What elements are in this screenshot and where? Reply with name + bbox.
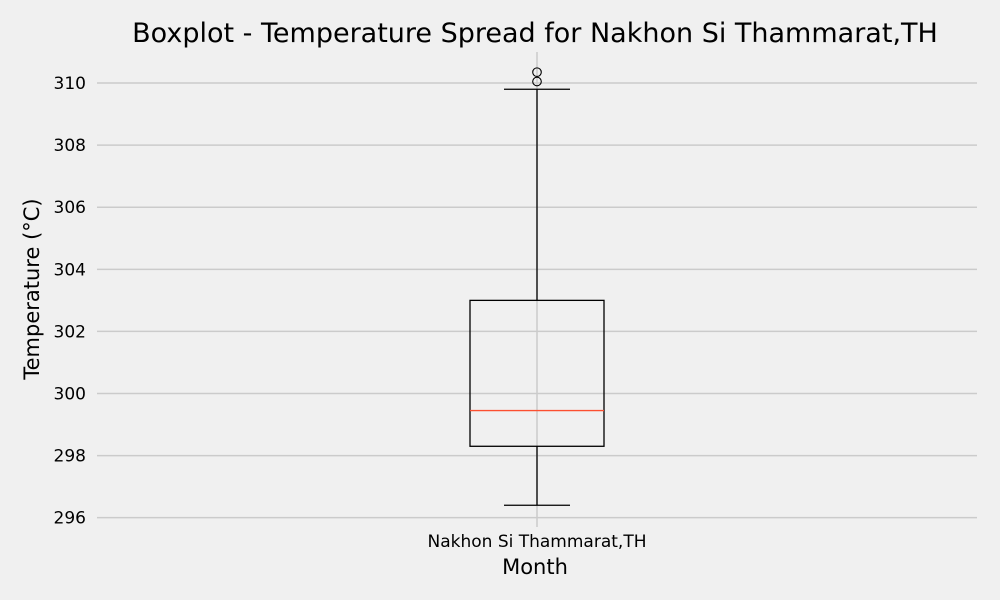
box-series xyxy=(469,67,605,506)
iqr-box xyxy=(469,299,605,447)
y-tick-label: 298 xyxy=(54,447,86,467)
y-axis-label: Temperature (°C) xyxy=(20,198,44,380)
y-tick-label: 304 xyxy=(54,260,86,280)
x-axis-label: Month xyxy=(502,555,568,579)
y-tick-label: 308 xyxy=(54,136,86,156)
outlier-point xyxy=(532,67,542,78)
y-tick-label: 300 xyxy=(54,385,86,405)
x-tick-label: Nakhon Si Thammarat,TH xyxy=(427,532,646,552)
y-tick-labels: 296 298 300 302 304 306 308 310 xyxy=(54,74,86,529)
y-tick-label: 310 xyxy=(54,74,86,94)
y-tick-label: 296 xyxy=(54,509,86,529)
chart-title: Boxplot - Temperature Spread for Nakhon … xyxy=(132,18,938,49)
x-tick-labels: Nakhon Si Thammarat,TH xyxy=(427,532,646,552)
outlier-point xyxy=(532,76,542,87)
box-group xyxy=(469,67,605,506)
y-tick-label: 306 xyxy=(54,198,86,218)
y-tick-label: 302 xyxy=(54,322,86,342)
